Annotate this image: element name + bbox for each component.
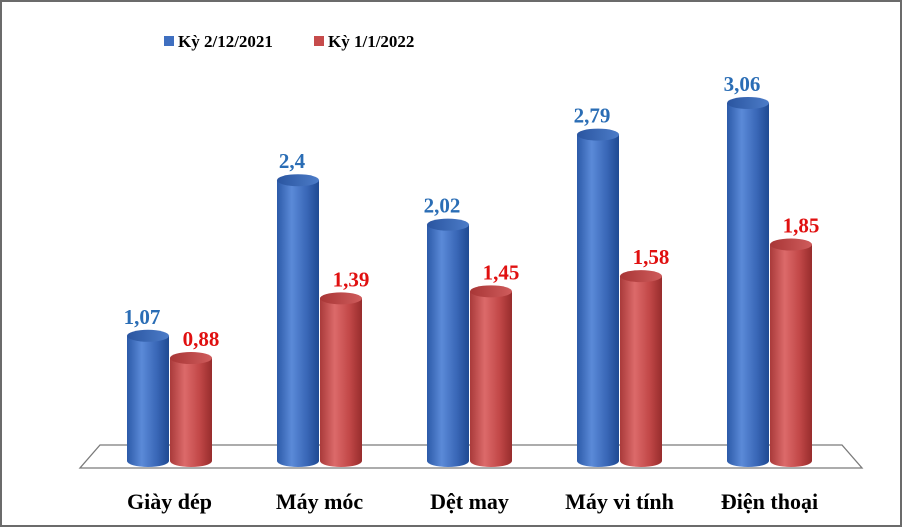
value-label: 2,02: [424, 194, 461, 218]
legend-item-1: Kỳ 2/12/2021: [164, 32, 273, 51]
bar-blue-3: [427, 218, 469, 467]
bar-blue-4: [577, 128, 619, 467]
legend-label: Kỳ 2/12/2021: [178, 32, 273, 51]
value-label: 1,39: [333, 267, 370, 291]
x-tick-label: Dệt may: [430, 489, 509, 514]
x-tick-label: Máy móc: [276, 489, 364, 514]
bar-blue-5: [727, 96, 769, 467]
value-label: 1,45: [483, 260, 520, 284]
bar-red-4: [620, 270, 662, 467]
value-label: 2,4: [279, 149, 306, 173]
bars-layer: [127, 96, 812, 467]
legend-item-2: Kỳ 1/1/2022: [314, 32, 414, 51]
legend: Kỳ 2/12/2021 Kỳ 1/1/2022: [164, 32, 414, 51]
value-labels-layer: 1,07 0,88 2,4 1,39 2,02 1,45 2,79 1,58 3,06 1,85: [124, 72, 820, 351]
legend-swatch: [164, 36, 174, 46]
legend-swatch: [314, 36, 324, 46]
value-label: 1,58: [633, 245, 670, 269]
value-label: 2,79: [574, 104, 611, 128]
bar-red-2: [320, 292, 362, 467]
value-label: 1,85: [783, 214, 820, 238]
value-label: 1,07: [124, 305, 161, 329]
bar-blue-2: [277, 174, 319, 467]
bar-blue-1: [127, 329, 169, 467]
bar-red-5: [770, 238, 812, 467]
x-axis-ticks: Giày dép Máy móc Dệt may Máy vi tính Điện th…: [127, 489, 818, 514]
value-label: 0,88: [183, 327, 220, 351]
legend-label: Kỳ 1/1/2022: [328, 32, 414, 51]
x-tick-label: Điện thoại: [721, 489, 818, 514]
value-label: 3,06: [724, 72, 761, 96]
bar-red-3: [470, 285, 512, 467]
x-tick-label: Giày dép: [127, 489, 212, 514]
x-tick-label: Máy vi tính: [565, 489, 674, 514]
bar-red-1: [170, 352, 212, 467]
